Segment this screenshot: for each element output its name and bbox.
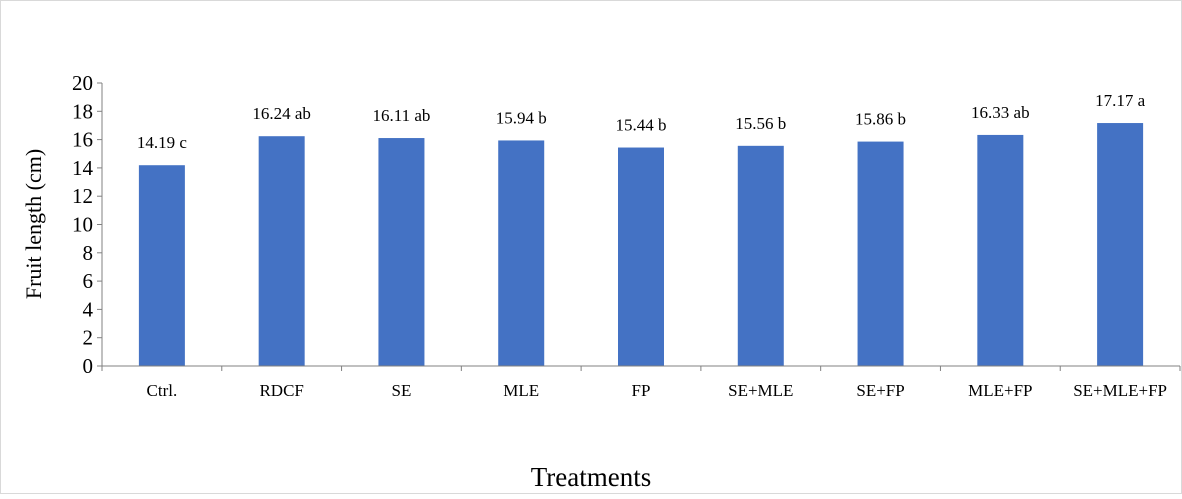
bar	[737, 145, 784, 366]
x-tick-label: Ctrl.	[147, 381, 178, 400]
x-tick-label: RDCF	[259, 381, 303, 400]
bars-layer	[138, 123, 1144, 367]
data-label: 14.19 c	[137, 133, 188, 152]
bar	[258, 136, 305, 366]
data-label: 16.24 ab	[252, 104, 311, 123]
bar	[378, 138, 425, 366]
axis-layer	[97, 82, 1181, 371]
x-tick-label: FP	[632, 381, 651, 400]
bar	[857, 141, 904, 366]
y-tick-label: 4	[83, 297, 94, 321]
x-tick-label: MLE+FP	[968, 381, 1032, 400]
data-label: 16.11 ab	[372, 106, 430, 125]
bar	[1097, 123, 1144, 367]
x-axis-title: Treatments	[531, 462, 652, 492]
data-label: 17.17 a	[1095, 91, 1146, 110]
data-label: 16.33 ab	[971, 103, 1030, 122]
data-label: 15.86 b	[855, 110, 906, 129]
bar	[138, 165, 185, 366]
bar	[498, 140, 545, 366]
bar	[977, 134, 1024, 366]
y-tick-label: 0	[83, 354, 94, 378]
y-tick-label: 14	[72, 156, 94, 180]
y-tick-label: 20	[72, 71, 93, 95]
y-tick-label: 6	[83, 269, 94, 293]
y-tick-label: 10	[72, 213, 93, 237]
labels-layer: 0 2 4 6 8 10 12 14 16 18 20 14.19 c Ctrl. 16.24 ab RDC…	[72, 71, 1167, 400]
x-tick-label: SE+FP	[856, 381, 904, 400]
x-tick-label: SE	[392, 381, 412, 400]
x-tick-label: MLE	[503, 381, 539, 400]
x-tick-label: SE+MLE+FP	[1073, 381, 1167, 400]
y-tick-label: 8	[83, 241, 94, 265]
y-tick-label: 16	[72, 128, 93, 152]
x-tick-label: SE+MLE	[728, 381, 793, 400]
bar	[618, 147, 664, 366]
y-tick-label: 18	[72, 99, 93, 123]
data-label: 15.56 b	[735, 114, 786, 133]
y-tick-label: 12	[72, 184, 93, 208]
data-label: 15.44 b	[616, 116, 667, 135]
y-axis-title: Fruit length (cm)	[21, 149, 46, 299]
y-tick-label: 2	[83, 326, 94, 350]
data-label: 15.94 b	[496, 108, 547, 127]
